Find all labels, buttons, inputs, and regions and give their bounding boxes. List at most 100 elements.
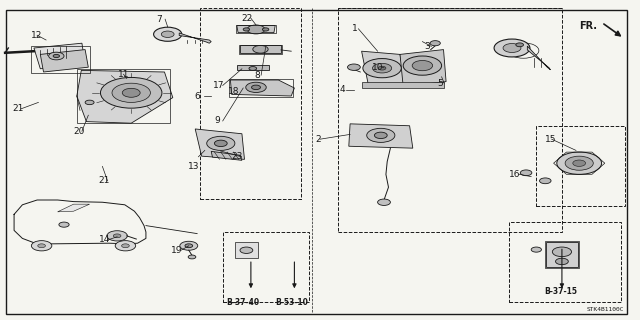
Polygon shape (349, 124, 413, 148)
Text: 11: 11 (118, 70, 129, 79)
Circle shape (252, 85, 260, 90)
Circle shape (378, 199, 390, 205)
Circle shape (378, 66, 386, 70)
Circle shape (565, 156, 593, 170)
Circle shape (122, 244, 129, 248)
Circle shape (367, 128, 395, 142)
Polygon shape (58, 204, 90, 212)
Text: 18: 18 (228, 87, 239, 96)
Circle shape (154, 27, 182, 41)
Text: 23: 23 (231, 152, 243, 161)
Bar (235, 242, 258, 258)
Polygon shape (527, 46, 550, 70)
Circle shape (516, 43, 524, 47)
Text: B-37-15: B-37-15 (544, 287, 577, 296)
Text: 21: 21 (99, 176, 110, 185)
Text: 1: 1 (353, 24, 358, 33)
Polygon shape (230, 80, 294, 96)
Text: 12: 12 (31, 31, 43, 40)
Circle shape (412, 60, 433, 71)
Text: 7: 7 (156, 15, 161, 24)
Text: FR.: FR. (579, 21, 597, 31)
Circle shape (503, 44, 521, 52)
Circle shape (372, 63, 392, 73)
Circle shape (348, 64, 360, 70)
Circle shape (59, 222, 69, 227)
Text: 13: 13 (188, 162, 200, 171)
Text: 15: 15 (545, 135, 556, 144)
Circle shape (243, 28, 250, 31)
Circle shape (494, 39, 530, 57)
Polygon shape (40, 50, 88, 72)
Text: 22: 22 (241, 14, 253, 23)
Bar (31, 46, 90, 73)
Text: 3: 3 (425, 42, 430, 51)
Polygon shape (179, 33, 211, 43)
Circle shape (247, 25, 265, 34)
Text: B-37-40: B-37-40 (227, 298, 260, 307)
Circle shape (573, 160, 586, 166)
Circle shape (185, 244, 193, 248)
Circle shape (107, 231, 127, 241)
Circle shape (374, 132, 387, 139)
Circle shape (161, 31, 174, 37)
Circle shape (113, 234, 121, 238)
Circle shape (246, 82, 266, 92)
Circle shape (49, 52, 64, 60)
Circle shape (249, 67, 257, 70)
Bar (77, 69, 170, 123)
Circle shape (207, 136, 235, 150)
Circle shape (112, 83, 150, 102)
Polygon shape (400, 50, 446, 86)
Bar (229, 79, 293, 97)
Circle shape (240, 247, 253, 253)
Text: 21: 21 (12, 104, 24, 113)
Text: 16: 16 (509, 170, 521, 179)
Circle shape (180, 241, 198, 250)
Bar (338, 8, 562, 232)
Text: 19: 19 (171, 246, 182, 255)
Polygon shape (362, 82, 444, 88)
Text: 4: 4 (340, 85, 345, 94)
Circle shape (262, 28, 269, 31)
Text: 5: 5 (438, 79, 443, 88)
Bar (239, 45, 282, 54)
Text: 9: 9 (215, 116, 220, 125)
Text: 10: 10 (372, 63, 383, 72)
Polygon shape (240, 45, 281, 53)
Circle shape (85, 100, 94, 105)
Circle shape (38, 244, 45, 248)
Bar (509, 222, 621, 302)
Polygon shape (34, 43, 85, 69)
Polygon shape (77, 70, 173, 123)
Circle shape (430, 41, 440, 46)
Text: 6: 6 (195, 92, 200, 100)
Bar (545, 241, 579, 268)
Circle shape (540, 178, 551, 184)
Text: 20: 20 (73, 127, 84, 136)
Circle shape (122, 88, 140, 97)
Circle shape (53, 54, 60, 58)
Circle shape (188, 255, 196, 259)
Polygon shape (237, 26, 275, 33)
Text: 2: 2 (316, 135, 321, 144)
Circle shape (557, 152, 602, 174)
Circle shape (556, 258, 568, 265)
Circle shape (31, 241, 52, 251)
Circle shape (253, 45, 268, 53)
Circle shape (363, 59, 401, 78)
Circle shape (115, 241, 136, 251)
Text: 8: 8 (255, 71, 260, 80)
Circle shape (531, 247, 541, 252)
Text: B-53-10: B-53-10 (275, 298, 308, 307)
Circle shape (100, 77, 162, 108)
Circle shape (214, 140, 227, 147)
Bar (236, 25, 276, 33)
Bar (200, 8, 301, 199)
Circle shape (520, 170, 532, 176)
Polygon shape (546, 242, 578, 267)
Bar (536, 126, 625, 206)
Polygon shape (362, 51, 406, 86)
Circle shape (403, 56, 442, 75)
Polygon shape (237, 65, 269, 70)
